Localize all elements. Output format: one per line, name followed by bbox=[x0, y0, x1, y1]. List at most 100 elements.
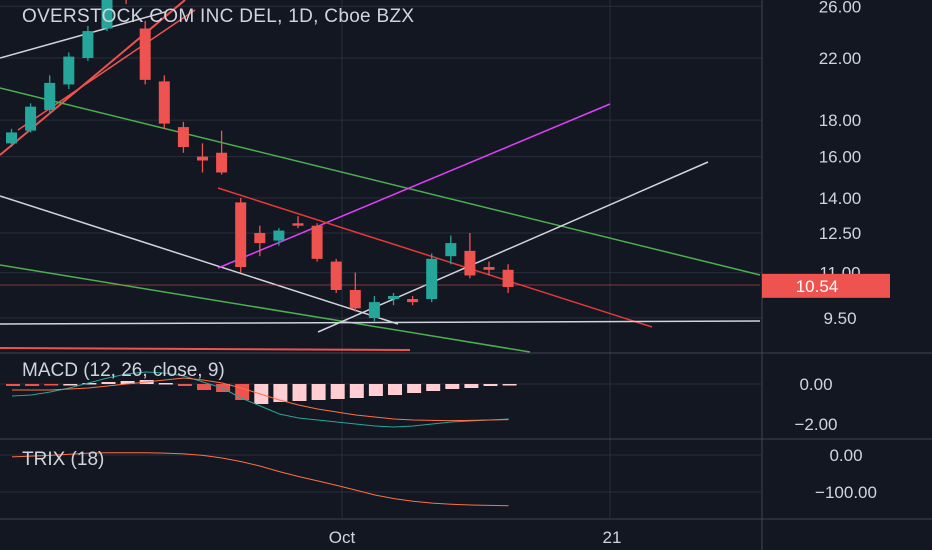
candle-body-20 bbox=[388, 295, 399, 300]
candle-0 bbox=[6, 128, 17, 148]
macd-hist-bar-20 bbox=[388, 384, 402, 395]
price-tick-3: 16.00 bbox=[819, 148, 862, 167]
macd-hist-bar-5 bbox=[101, 382, 116, 384]
candle-body-15 bbox=[292, 223, 304, 226]
price-tick-1: 22.00 bbox=[819, 49, 862, 68]
candle-17 bbox=[330, 258, 342, 293]
candle-body-1 bbox=[25, 106, 37, 131]
macd-hist-bar-21 bbox=[407, 384, 422, 393]
time-tick-1: 21 bbox=[603, 528, 622, 547]
candle-body-10 bbox=[197, 156, 208, 161]
candle-body-23 bbox=[445, 243, 457, 257]
candle-body-5 bbox=[101, 0, 113, 29]
macd-line bbox=[11, 371, 509, 428]
trendline-red-channel-2 bbox=[17, 9, 196, 131]
candle-2 bbox=[44, 75, 56, 114]
candle-body-19 bbox=[368, 302, 380, 318]
macd-label: MACD (12, 26, close, 9) bbox=[22, 360, 225, 381]
candle-14 bbox=[273, 228, 285, 246]
macd-layer bbox=[0, 371, 762, 428]
trendline-green-upper bbox=[0, 87, 761, 276]
time-tick-0: Oct bbox=[329, 528, 356, 547]
macd-hist-bar-9 bbox=[177, 384, 192, 386]
candle-body-7 bbox=[139, 28, 151, 80]
candle-18 bbox=[349, 272, 361, 312]
candle-body-8 bbox=[158, 81, 170, 124]
chart-title: OVERSTOCK COM INC DEL, 1D, Cboe BZX bbox=[22, 6, 415, 27]
price-tick-0: 26.00 bbox=[819, 0, 862, 16]
candle-body-26 bbox=[502, 269, 514, 288]
trendline-white-down bbox=[0, 195, 399, 325]
candle-body-14 bbox=[273, 230, 285, 241]
candle-22 bbox=[426, 253, 438, 303]
macd-hist-bar-8 bbox=[158, 383, 173, 385]
candle-3 bbox=[63, 52, 75, 90]
macd-hist-bar-22 bbox=[426, 384, 441, 391]
trix-label: TRIX (18) bbox=[22, 449, 105, 470]
candle-7 bbox=[139, 20, 151, 85]
candle-body-9 bbox=[177, 127, 189, 148]
axis-layer: 26.0022.0018.0016.0014.0012.5011.009.501… bbox=[329, 0, 890, 547]
macd-hist-bar-3 bbox=[63, 384, 78, 386]
candle-10 bbox=[197, 143, 208, 173]
macd-signal-line bbox=[12, 377, 509, 422]
macd-tick-0: 0.00 bbox=[799, 375, 832, 394]
price-tick-7: 9.50 bbox=[823, 309, 856, 328]
macd-hist-bar-4 bbox=[82, 383, 97, 385]
macd-hist-bar-0 bbox=[6, 384, 20, 386]
candle-body-18 bbox=[349, 289, 361, 309]
macd-hist-bar-23 bbox=[445, 384, 460, 389]
macd-hist-bar-18 bbox=[349, 384, 364, 398]
macd-tick-1: −2.00 bbox=[794, 415, 837, 434]
drawings-layer bbox=[0, 0, 761, 353]
price-tick-2: 18.00 bbox=[819, 111, 862, 130]
candle-6 bbox=[125, 0, 127, 4]
trix-layer bbox=[0, 452, 762, 507]
candle-9 bbox=[177, 121, 189, 153]
candle-body-3 bbox=[63, 56, 75, 85]
candle-16 bbox=[311, 223, 323, 262]
candle-24 bbox=[464, 233, 476, 279]
price-tick-5: 12.50 bbox=[819, 224, 862, 243]
candle-body-24 bbox=[464, 250, 476, 276]
candle-body-0 bbox=[6, 132, 17, 144]
candle-21 bbox=[407, 295, 419, 306]
bottom-red-line bbox=[0, 347, 411, 351]
candle-body-11 bbox=[216, 152, 228, 173]
candle-body-4 bbox=[82, 31, 94, 58]
candles-layer bbox=[6, 0, 514, 322]
candle-body-22 bbox=[426, 258, 438, 300]
support-line-white bbox=[0, 320, 761, 325]
candle-body-25 bbox=[483, 267, 495, 270]
price-tick-4: 14.00 bbox=[819, 189, 862, 208]
candle-26 bbox=[502, 264, 514, 293]
macd-hist-bar-26 bbox=[502, 384, 517, 386]
trix-line bbox=[11, 452, 509, 507]
candle-1 bbox=[25, 103, 37, 133]
macd-hist-bar-16 bbox=[311, 384, 326, 400]
candle-15 bbox=[292, 216, 304, 229]
candle-body-17 bbox=[330, 261, 342, 290]
macd-hist-bar-17 bbox=[330, 384, 345, 399]
candle-body-13 bbox=[254, 233, 266, 244]
candle-body-21 bbox=[407, 299, 419, 303]
macd-hist-bar-15 bbox=[292, 384, 307, 401]
trendline-green-lower bbox=[0, 264, 531, 353]
trix-tick-0: 0.00 bbox=[829, 446, 862, 465]
last-price-label: 10.54 bbox=[796, 277, 839, 296]
trendline-white-up bbox=[317, 161, 709, 333]
candle-4 bbox=[82, 25, 94, 61]
trix-tick-1: −100.00 bbox=[815, 483, 877, 502]
candle-body-12 bbox=[235, 202, 247, 268]
macd-hist-bar-2 bbox=[44, 384, 59, 386]
last-price-badge bbox=[762, 273, 890, 298]
candle-13 bbox=[254, 225, 266, 257]
candle-body-2 bbox=[44, 82, 56, 110]
candle-19 bbox=[368, 295, 380, 322]
trendline-red-down bbox=[217, 187, 653, 328]
macd-hist-bar-25 bbox=[483, 384, 498, 386]
candle-25 bbox=[483, 261, 495, 276]
macd-hist-bar-6 bbox=[120, 381, 135, 384]
